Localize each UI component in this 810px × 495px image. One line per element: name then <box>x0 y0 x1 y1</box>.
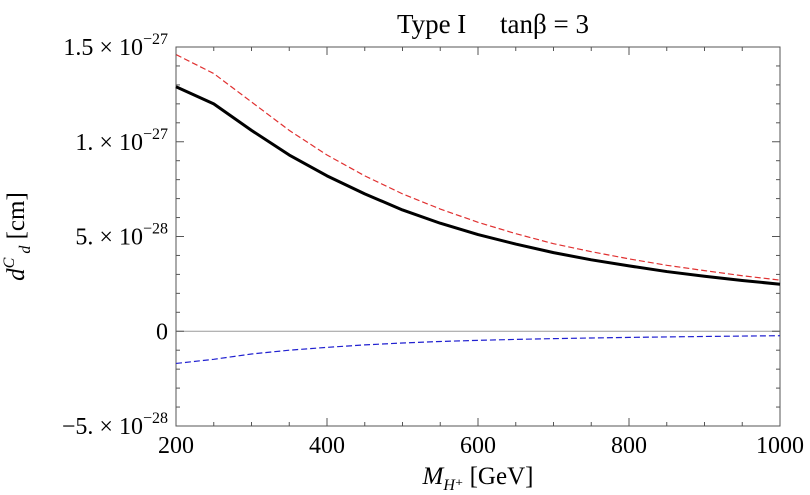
x-tick-label: 1000 <box>756 433 804 459</box>
y-tick-label: 0 <box>156 319 168 345</box>
y-axis-label: dC d [cm] <box>1 192 34 281</box>
series-line-2 <box>175 54 781 281</box>
series-line-1 <box>175 85 781 286</box>
x-axis-label: MH⁺ [GeV] <box>422 463 534 494</box>
y-tick-label: 1. × 10−27 <box>75 126 168 156</box>
y-tick-label: 1.5 × 10−27 <box>63 31 168 61</box>
x-tick-label: 600 <box>460 433 496 459</box>
x-tick-label: 200 <box>158 433 194 459</box>
x-tick-label: 400 <box>309 433 345 459</box>
chart-title: Type I tanβ = 3 <box>397 9 589 39</box>
y-tick-label: −5. × 10−28 <box>62 410 168 440</box>
plot-frame <box>175 46 781 427</box>
y-tick-label: 5. × 10−28 <box>75 221 168 251</box>
series-line-3 <box>175 335 781 365</box>
x-tick-label: 800 <box>611 433 647 459</box>
